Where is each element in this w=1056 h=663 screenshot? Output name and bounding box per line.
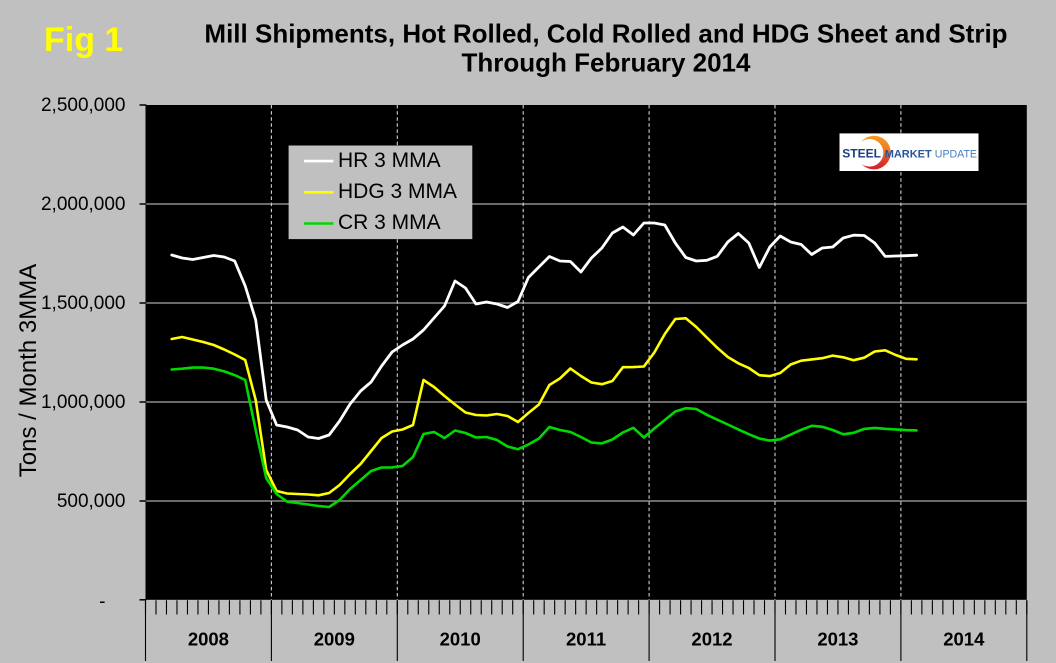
svg-text:2009: 2009 — [314, 629, 355, 650]
svg-text:2014: 2014 — [943, 629, 985, 650]
svg-text:Tons / Month 3MMA: Tons / Month 3MMA — [15, 264, 42, 477]
svg-text:2013: 2013 — [817, 629, 858, 650]
svg-text:2010: 2010 — [440, 629, 481, 650]
svg-text:HDG 3 MMA: HDG 3 MMA — [338, 180, 457, 203]
svg-text:2012: 2012 — [691, 629, 732, 650]
svg-text:1,500,000: 1,500,000 — [41, 293, 126, 314]
svg-text:MARKET: MARKET — [885, 149, 932, 161]
svg-text:UPDATE: UPDATE — [935, 149, 977, 161]
svg-text:CR 3 MMA: CR 3 MMA — [338, 211, 441, 234]
svg-text:500,000: 500,000 — [57, 491, 126, 512]
svg-text:2,000,000: 2,000,000 — [41, 194, 126, 215]
svg-text:-: - — [99, 592, 105, 613]
svg-text:1,000,000: 1,000,000 — [41, 392, 126, 413]
svg-text:Mill Shipments, Hot Rolled, Co: Mill Shipments, Hot Rolled, Cold Rolled … — [204, 18, 1007, 48]
svg-text:2,500,000: 2,500,000 — [41, 95, 126, 116]
svg-text:2011: 2011 — [566, 629, 606, 650]
svg-text:2008: 2008 — [188, 629, 229, 650]
svg-text:STEEL: STEEL — [842, 147, 881, 161]
svg-text:Fig 1: Fig 1 — [44, 21, 123, 59]
svg-text:HR 3 MMA: HR 3 MMA — [338, 149, 441, 172]
svg-text:Through February 2014: Through February 2014 — [462, 48, 751, 78]
